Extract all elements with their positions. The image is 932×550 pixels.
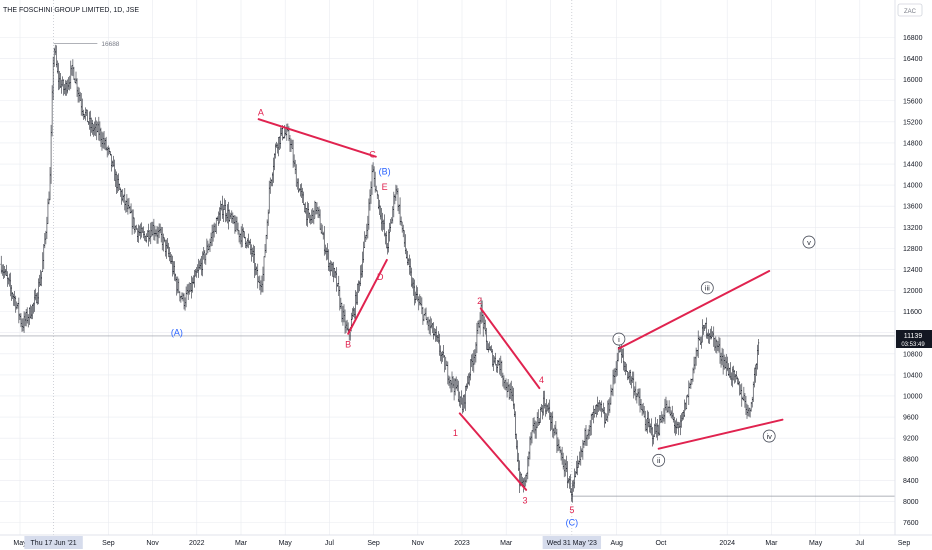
wave-label-circle bbox=[802, 235, 816, 249]
y-tick-label: 10000 bbox=[903, 393, 923, 400]
wave-label: (A) bbox=[171, 328, 183, 338]
wave-label: E bbox=[382, 182, 388, 192]
x-tick-label: Mar bbox=[765, 540, 778, 547]
y-tick-label: 12400 bbox=[903, 267, 923, 274]
x-tick-label: Aug bbox=[610, 540, 623, 547]
wave-label: iv bbox=[766, 432, 772, 441]
x-tick-label: May bbox=[13, 540, 27, 547]
wave-label: A bbox=[258, 107, 264, 117]
wave-label-circle bbox=[700, 281, 714, 295]
y-tick-label: 15200 bbox=[903, 119, 923, 126]
wave-label: 4 bbox=[539, 375, 544, 385]
grid bbox=[0, 0, 905, 535]
y-tick-label: 10400 bbox=[903, 372, 923, 379]
y-tick-label: 13200 bbox=[903, 225, 923, 232]
wave-label-circle bbox=[762, 429, 776, 443]
y-tick-label: 10800 bbox=[903, 351, 923, 358]
last-price-tag bbox=[896, 330, 932, 348]
y-tick-label: 14400 bbox=[903, 162, 923, 169]
x-tick-label: Jul bbox=[325, 540, 334, 547]
last-price-value: 11139 bbox=[904, 333, 923, 340]
y-tick-label: 16400 bbox=[903, 56, 923, 63]
wave-label: C bbox=[369, 150, 376, 160]
price-bars bbox=[0, 44, 760, 503]
y-tick-label: 9600 bbox=[903, 415, 919, 422]
y-tick-label: 12000 bbox=[903, 288, 923, 295]
wave-label: i bbox=[618, 335, 620, 344]
time-axis-panel[interactable] bbox=[0, 535, 895, 550]
wave-label-circle bbox=[652, 453, 666, 467]
wave-label: iii bbox=[705, 284, 710, 293]
x-tick-label: Sep bbox=[898, 540, 911, 547]
wave-label: ii bbox=[657, 456, 661, 465]
x-tick-label: Nov bbox=[146, 540, 159, 547]
x-tick-label: Sep bbox=[367, 540, 380, 547]
y-tick-label: 15600 bbox=[903, 98, 923, 105]
trendlines bbox=[257, 118, 784, 491]
x-tick-label: Sep bbox=[102, 540, 115, 547]
wave-label: 1 bbox=[453, 428, 458, 438]
x-tick-label: Wed 31 May '23 bbox=[547, 540, 597, 547]
wave-label: B bbox=[345, 339, 351, 349]
y-tick-label: 12800 bbox=[903, 246, 923, 253]
trendline[interactable] bbox=[479, 307, 541, 390]
y-tick-label: 16800 bbox=[903, 35, 923, 42]
y-tick-label: 9200 bbox=[903, 436, 919, 443]
wave-label: D bbox=[377, 272, 384, 282]
y-tick-label: 8400 bbox=[903, 478, 919, 485]
trendline[interactable] bbox=[657, 418, 784, 450]
y-tick-label: 7600 bbox=[903, 520, 919, 527]
wave-label: 2 bbox=[477, 296, 482, 306]
x-tick-label: May bbox=[279, 540, 293, 547]
y-tick-label: 14000 bbox=[903, 183, 923, 190]
x-tick-highlight bbox=[542, 536, 602, 549]
y-tick-label: 8800 bbox=[903, 457, 919, 464]
currency-badge: ZAC bbox=[904, 9, 917, 15]
y-tick-label: 11600 bbox=[903, 309, 922, 316]
reference-line-label: 16688 bbox=[101, 41, 119, 48]
y-tick-label: 16000 bbox=[903, 77, 923, 84]
x-tick-label: Oct bbox=[655, 540, 666, 547]
x-tick-label: 2022 bbox=[189, 540, 205, 547]
price-axis-panel[interactable] bbox=[895, 0, 932, 550]
x-tick-label: Thu 17 Jun '21 bbox=[31, 540, 77, 547]
chart-title: THE FOSCHINI GROUP LIMITED, 1D, JSE bbox=[3, 7, 139, 14]
wave-label: v bbox=[807, 238, 811, 247]
time-axis: May Thu 17 Jun '21 Sep Nov 2022 Mar May Jul Sep N… bbox=[13, 536, 910, 549]
trendline[interactable] bbox=[458, 412, 528, 491]
wave-label: (C) bbox=[566, 518, 579, 528]
x-tick-label: Mar bbox=[500, 540, 513, 547]
x-tick-label: 2023 bbox=[454, 540, 470, 547]
y-tick-label: 8000 bbox=[903, 499, 919, 506]
trendline[interactable] bbox=[257, 118, 377, 158]
price-bar bbox=[757, 339, 760, 356]
y-tick-label: 13600 bbox=[903, 204, 923, 211]
bar-countdown: 03:53:49 bbox=[901, 342, 925, 348]
x-tick-label: Nov bbox=[412, 540, 425, 547]
wave-label: 5 bbox=[569, 505, 574, 515]
trendline[interactable] bbox=[347, 258, 388, 335]
trendline[interactable] bbox=[617, 270, 771, 350]
x-tick-label: Jul bbox=[855, 540, 864, 547]
wave-label-circle bbox=[612, 332, 626, 346]
currency-badge-box[interactable] bbox=[897, 3, 923, 17]
y-tick-label: 14800 bbox=[903, 140, 923, 147]
x-tick-label: May bbox=[809, 540, 823, 547]
x-tick-label: Mar bbox=[235, 540, 248, 547]
wave-label: 3 bbox=[522, 495, 527, 505]
wave-label: (B) bbox=[379, 166, 391, 176]
x-tick-label: 2024 bbox=[719, 540, 735, 547]
x-tick-highlight bbox=[24, 536, 83, 549]
